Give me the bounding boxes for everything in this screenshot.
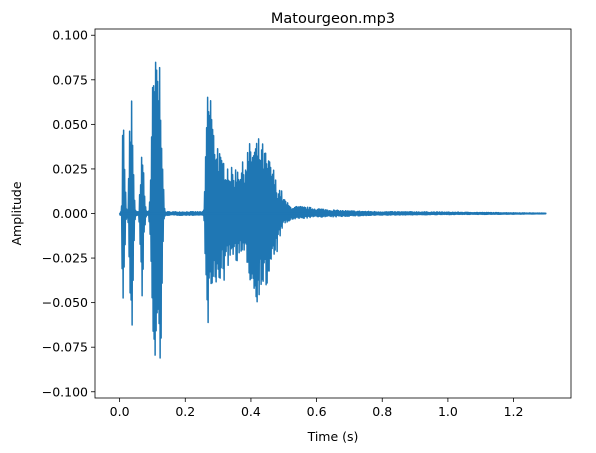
x-tick-label: 0.2 xyxy=(175,404,195,419)
x-tick-label: 0.4 xyxy=(241,404,261,419)
y-tick-label: −0.025 xyxy=(42,251,88,266)
y-tick-label: −0.100 xyxy=(42,384,88,399)
x-tick-label: 1.0 xyxy=(438,404,458,419)
x-tick-label: 0.0 xyxy=(110,404,130,419)
x-tick-label: 0.8 xyxy=(372,404,392,419)
y-tick-label: 0.100 xyxy=(52,28,88,43)
x-axis-label: Time (s) xyxy=(307,429,359,444)
x-axis: 0.0 0.2 0.4 0.6 0.8 1.0 1.2 xyxy=(110,398,524,419)
y-tick-label: 0.075 xyxy=(52,72,88,87)
y-tick-label: 0.050 xyxy=(52,117,88,132)
y-axis: −0.100 −0.075 −0.050 −0.025 0.000 0.025 0.050 0… xyxy=(42,28,95,399)
chart-title: Matourgeon.mp3 xyxy=(271,11,395,27)
y-tick-label: 0.025 xyxy=(52,161,88,176)
y-tick-label: 0.000 xyxy=(52,206,88,221)
plot-area xyxy=(118,61,547,359)
x-tick-label: 0.6 xyxy=(307,404,327,419)
waveform-series xyxy=(118,61,547,359)
x-tick-label: 1.2 xyxy=(504,404,524,419)
y-tick-label: −0.075 xyxy=(42,340,88,355)
y-axis-label: Amplitude xyxy=(9,181,24,245)
axes-frame xyxy=(94,28,572,399)
y-tick-label: −0.050 xyxy=(42,295,88,310)
